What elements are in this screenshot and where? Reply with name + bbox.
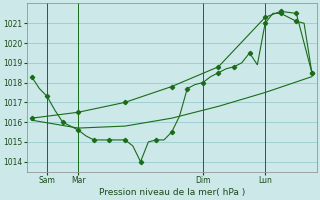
X-axis label: Pression niveau de la mer( hPa ): Pression niveau de la mer( hPa ) — [99, 188, 245, 197]
